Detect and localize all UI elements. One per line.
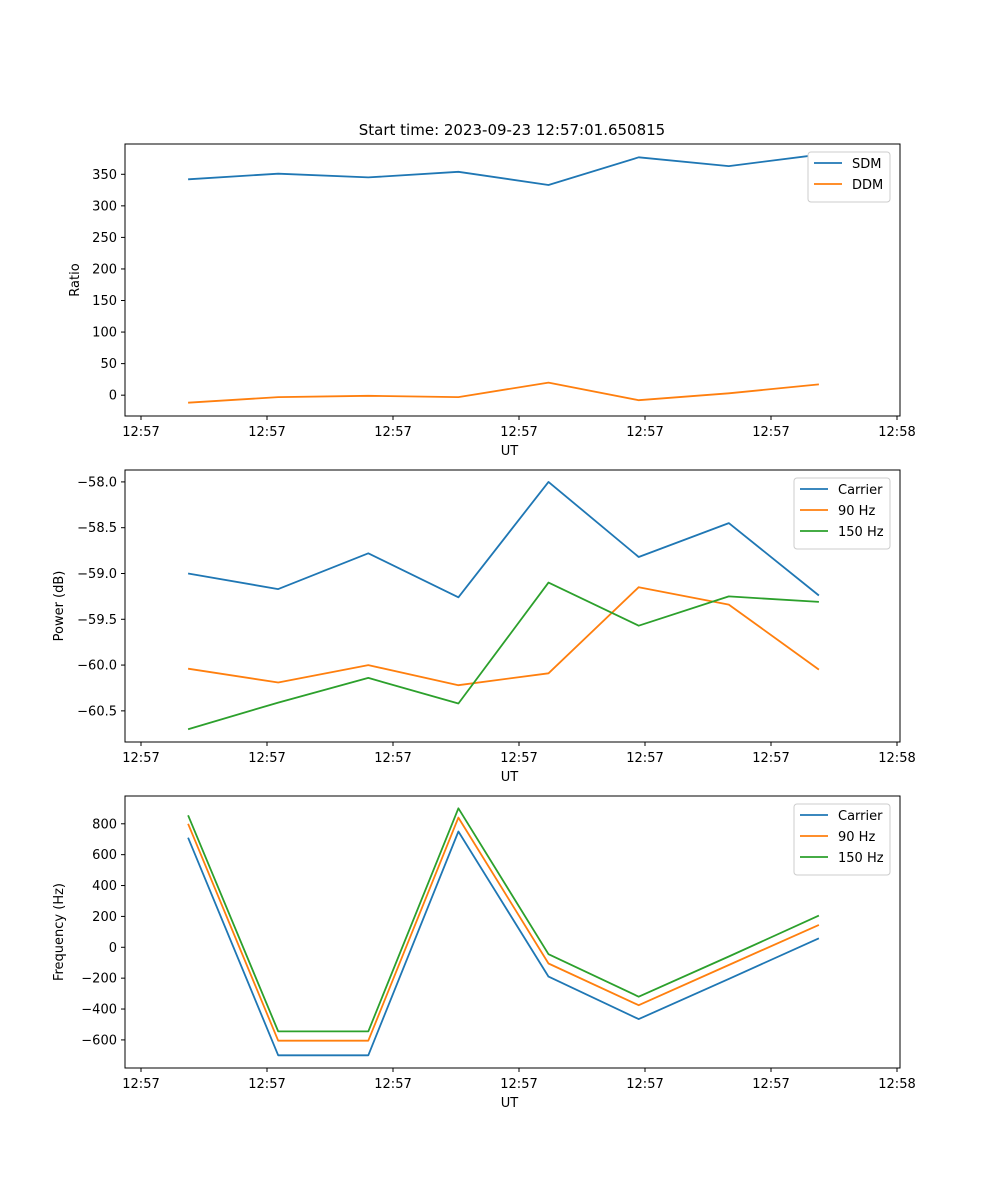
frequency-y-tick-label: 400 <box>92 879 117 894</box>
power-y-tick-label: −59.0 <box>77 567 117 582</box>
ratio-x-tick-label: 12:57 <box>626 425 663 440</box>
power-y-tick-label: −60.5 <box>77 704 117 719</box>
frequency-x-tick-label: 12:57 <box>374 1077 411 1092</box>
ratio-series-ddm <box>188 381 819 404</box>
ratio-x-tick-label: 12:57 <box>248 425 285 440</box>
ratio-x-tick-label: 12:57 <box>122 425 159 440</box>
ratio-x-tick-label: 12:57 <box>752 425 789 440</box>
ratio-y-tick-label: 50 <box>100 357 117 372</box>
power-panel: 12:57 12:57 12:57 12:57 12:57 12:57 12:58 −60.5… <box>52 469 916 785</box>
power-series-150-hz <box>187 581 819 731</box>
ratio-x-tick-label: 12:58 <box>878 425 915 440</box>
ratio-y-tick-label: 150 <box>92 294 117 309</box>
ratio-series-sdm <box>188 153 820 186</box>
power-x-tick-label: 12:57 <box>248 751 285 766</box>
frequency-y-tick-label: 200 <box>92 910 117 925</box>
power-y-tick-label: −58.5 <box>77 521 117 536</box>
frequency-legend-label: Carrier <box>838 809 883 824</box>
ratio-legend-label: SDM <box>852 157 881 172</box>
power-x-tick-label: 12:57 <box>122 751 159 766</box>
frequency-x-tick-label: 12:57 <box>500 1077 537 1092</box>
ratio-y-tick-label: 200 <box>92 262 117 277</box>
ratio-x-axis-label: UT <box>501 444 519 459</box>
frequency-x-tick-label: 12:57 <box>626 1077 663 1092</box>
frequency-legend-label: 150 Hz <box>838 851 884 866</box>
power-y-tick-label: −60.0 <box>77 659 117 674</box>
power-legend-label: 90 Hz <box>838 504 875 519</box>
ratio-axes-frame <box>124 143 901 417</box>
ratio-y-tick-label: 300 <box>92 199 117 214</box>
frequency-y-tick-label: −200 <box>81 972 117 987</box>
power-x-tick-label: 12:57 <box>374 751 411 766</box>
frequency-y-tick-label: 800 <box>92 817 117 832</box>
frequency-y-tick-label: −600 <box>81 1033 117 1048</box>
power-y-axis-label: Power (dB) <box>52 571 67 642</box>
ratio-y-tick-label: 0 <box>109 389 117 404</box>
frequency-series-90-hz <box>187 816 820 1042</box>
power-legend-label: 150 Hz <box>838 525 884 540</box>
power-legend-label: Carrier <box>838 483 883 498</box>
power-series-carrier <box>187 480 820 599</box>
power-x-tick-label: 12:57 <box>626 751 663 766</box>
ratio-y-tick-label: 250 <box>92 231 117 246</box>
ratio-x-tick-label: 12:57 <box>500 425 537 440</box>
frequency-panel: 12:57 12:57 12:57 12:57 12:57 12:57 12:58 −600 −… <box>52 795 916 1111</box>
power-x-tick-label: 12:57 <box>752 751 789 766</box>
ratio-legend <box>807 151 891 203</box>
ratio-x-tick-label: 12:57 <box>374 425 411 440</box>
frequency-y-tick-label: −400 <box>81 1003 117 1018</box>
frequency-x-axis-label: UT <box>501 1096 519 1111</box>
ratio-y-axis-label: Ratio <box>68 263 83 296</box>
frequency-x-tick-label: 12:57 <box>752 1077 789 1092</box>
power-y-tick-label: −58.0 <box>77 475 117 490</box>
ratio-legend-label: DDM <box>852 178 883 193</box>
frequency-y-tick-label: 0 <box>109 941 117 956</box>
frequency-series-carrier <box>187 830 820 1057</box>
frequency-x-tick-label: 12:57 <box>248 1077 285 1092</box>
ratio-panel: 12:57 12:57 12:57 12:57 12:57 12:57 12:58 0 50 10… <box>68 143 916 459</box>
power-y-tick-label: −59.5 <box>77 613 117 628</box>
power-x-tick-label: 12:58 <box>878 751 915 766</box>
frequency-legend-label: 90 Hz <box>838 830 875 845</box>
frequency-x-tick-label: 12:57 <box>122 1077 159 1092</box>
frequency-x-tick-label: 12:58 <box>878 1077 915 1092</box>
figure-title: Start time: 2023-09-23 12:57:01.650815 <box>359 121 665 139</box>
frequency-y-axis-label: Frequency (Hz) <box>52 883 67 981</box>
frequency-y-tick-label: 600 <box>92 848 117 863</box>
ratio-y-tick-label: 350 <box>92 168 117 183</box>
power-x-tick-label: 12:57 <box>500 751 537 766</box>
power-x-axis-label: UT <box>501 770 519 785</box>
ratio-y-tick-label: 100 <box>92 326 117 341</box>
frequency-series-150-hz <box>187 807 820 1033</box>
frequency-axes-frame <box>124 795 901 1069</box>
power-axes-frame <box>124 469 901 743</box>
